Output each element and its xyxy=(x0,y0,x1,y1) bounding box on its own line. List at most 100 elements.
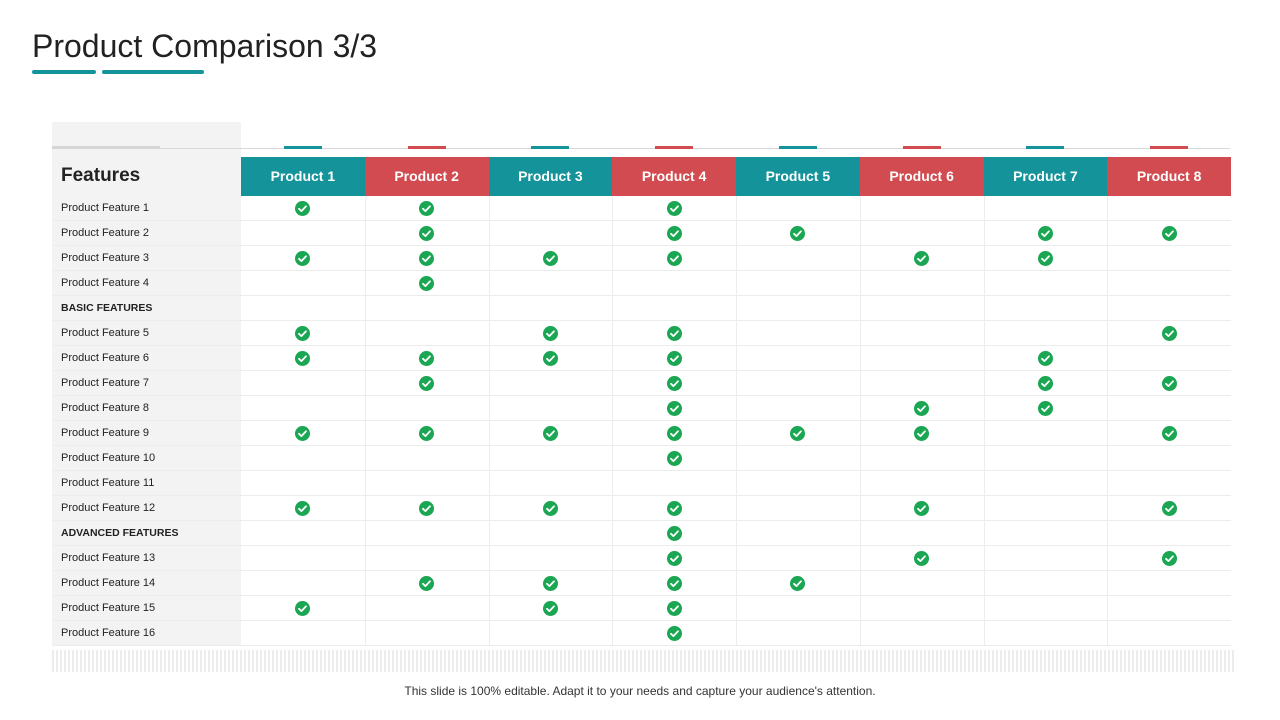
feature-label: Product Feature 12 xyxy=(61,502,156,514)
check-icon xyxy=(542,251,558,266)
column-divider xyxy=(859,196,861,646)
feature-label: Product Feature 1 xyxy=(61,202,150,214)
section-row: ADVANCED FEATURES xyxy=(52,521,1231,546)
check-icon xyxy=(666,226,682,241)
feature-label: Product Feature 16 xyxy=(61,627,156,639)
check-icon xyxy=(295,201,311,216)
section-label: BASIC FEATURES xyxy=(61,302,153,314)
table-row: Product Feature 12 xyxy=(52,496,1231,521)
column-accent xyxy=(283,146,322,149)
check-icon xyxy=(790,226,806,241)
check-icon xyxy=(666,426,682,441)
column-accent xyxy=(407,146,446,149)
feature-label: Product Feature 2 xyxy=(61,227,150,239)
check-icon xyxy=(666,401,682,416)
check-icon xyxy=(419,501,435,516)
check-icon xyxy=(914,251,930,266)
check-icon xyxy=(666,576,682,591)
feature-label: Product Feature 6 xyxy=(61,352,150,364)
check-icon xyxy=(419,226,435,241)
column-accent xyxy=(655,146,694,149)
check-icon xyxy=(666,376,682,391)
product-header-4: Product 4 xyxy=(612,157,736,196)
column-accent xyxy=(1026,146,1065,149)
check-icon xyxy=(914,501,930,516)
check-icon xyxy=(666,201,682,216)
product-header-2: Product 2 xyxy=(364,157,489,196)
feature-label: Product Feature 4 xyxy=(61,277,150,289)
check-icon xyxy=(419,576,435,591)
feature-label: Product Feature 3 xyxy=(61,252,150,264)
feature-label: Product Feature 5 xyxy=(61,327,150,339)
feature-label: Product Feature 10 xyxy=(61,452,156,464)
product-header-3: Product 3 xyxy=(488,157,613,196)
table-row: Product Feature 4 xyxy=(52,271,1231,296)
column-divider xyxy=(488,196,490,646)
check-icon xyxy=(295,251,311,266)
check-icon xyxy=(542,501,558,516)
feature-label: Product Feature 14 xyxy=(61,577,156,589)
column-accent xyxy=(531,146,570,149)
check-icon xyxy=(419,276,435,291)
check-icon xyxy=(666,501,682,516)
column-divider xyxy=(983,196,985,646)
check-icon xyxy=(542,351,558,366)
column-divider xyxy=(364,196,366,646)
feature-label: Product Feature 7 xyxy=(61,377,150,389)
check-icon xyxy=(666,526,682,541)
table-row: Product Feature 5 xyxy=(52,321,1231,346)
check-icon xyxy=(666,451,682,466)
feature-label: Product Feature 13 xyxy=(61,552,156,564)
check-icon xyxy=(914,401,930,416)
table-row: Product Feature 8 xyxy=(52,396,1231,421)
check-icon xyxy=(790,426,806,441)
table-row: Product Feature 11 xyxy=(52,471,1231,496)
column-divider xyxy=(736,196,737,646)
features-column xyxy=(52,122,241,646)
product-header-5: Product 5 xyxy=(736,157,860,196)
product-header-6: Product 6 xyxy=(859,157,984,196)
check-icon xyxy=(1037,251,1053,266)
product-header-7: Product 7 xyxy=(983,157,1108,196)
title-underline xyxy=(32,70,96,74)
feature-label: Product Feature 8 xyxy=(61,402,150,414)
check-icon xyxy=(1161,501,1177,516)
column-divider xyxy=(1107,196,1109,646)
check-icon xyxy=(1037,376,1053,391)
decorative-stripe xyxy=(52,650,1234,672)
check-icon xyxy=(1161,326,1177,341)
check-icon xyxy=(1037,226,1053,241)
check-icon xyxy=(1161,376,1177,391)
product-header-8: Product 8 xyxy=(1107,157,1231,196)
table-row: Product Feature 6 xyxy=(52,346,1231,371)
check-icon xyxy=(419,426,435,441)
check-icon xyxy=(666,251,682,266)
check-icon xyxy=(1037,401,1053,416)
check-icon xyxy=(295,501,311,516)
product-header-1: Product 1 xyxy=(241,157,365,196)
check-icon xyxy=(666,551,682,566)
check-icon xyxy=(790,576,806,591)
check-icon xyxy=(419,376,435,391)
table-row: Product Feature 14 xyxy=(52,571,1231,596)
check-icon xyxy=(419,251,435,266)
check-icon xyxy=(295,426,311,441)
check-icon xyxy=(666,351,682,366)
table-row: Product Feature 15 xyxy=(52,596,1231,621)
check-icon xyxy=(542,601,558,616)
check-icon xyxy=(542,426,558,441)
divider xyxy=(160,148,1230,149)
table-row: Product Feature 9 xyxy=(52,421,1231,446)
column-accent xyxy=(1150,146,1189,149)
check-icon xyxy=(914,551,930,566)
check-icon xyxy=(295,326,311,341)
check-icon xyxy=(419,351,435,366)
table-row: Product Feature 10 xyxy=(52,446,1231,471)
table-row: Product Feature 2 xyxy=(52,221,1231,246)
column-accent xyxy=(778,146,817,149)
check-icon xyxy=(295,351,311,366)
check-icon xyxy=(914,426,930,441)
check-icon xyxy=(666,601,682,616)
table-row: Product Feature 13 xyxy=(52,546,1231,571)
table-row: Product Feature 16 xyxy=(52,621,1231,646)
